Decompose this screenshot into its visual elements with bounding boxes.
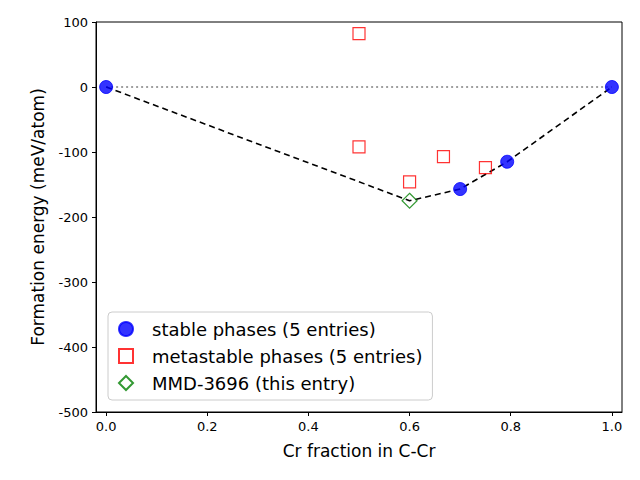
svg-text:0.4: 0.4: [298, 419, 319, 434]
svg-text:0: 0: [80, 80, 88, 95]
svg-text:stable phases (5 entries): stable phases (5 entries): [152, 319, 376, 340]
svg-text:-500: -500: [58, 405, 88, 420]
svg-text:-300: -300: [58, 275, 88, 290]
svg-text:0.0: 0.0: [96, 419, 117, 434]
svg-text:0.6: 0.6: [399, 419, 420, 434]
svg-text:-200: -200: [58, 210, 88, 225]
svg-text:0.2: 0.2: [197, 419, 218, 434]
svg-text:Formation energy (meV/atom): Formation energy (meV/atom): [28, 88, 48, 346]
svg-text:MMD-3696 (this entry): MMD-3696 (this entry): [152, 373, 355, 394]
svg-text:1.0: 1.0: [602, 419, 623, 434]
svg-text:0.8: 0.8: [500, 419, 521, 434]
svg-text:-100: -100: [58, 145, 88, 160]
svg-text:100: 100: [63, 15, 88, 30]
svg-text:Cr fraction in C-Cr: Cr fraction in C-Cr: [283, 441, 436, 461]
svg-text:metastable phases (5 entries): metastable phases (5 entries): [152, 346, 422, 367]
svg-text:-400: -400: [58, 340, 88, 355]
